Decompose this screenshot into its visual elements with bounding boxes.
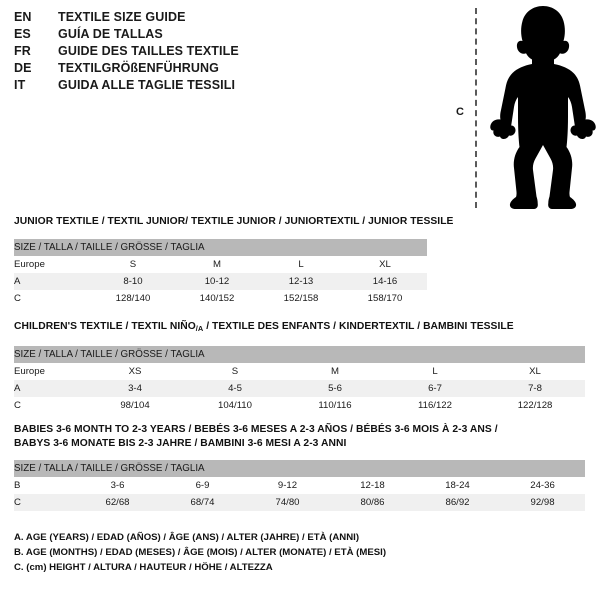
row-label: C xyxy=(14,494,75,511)
table-row: Europe S M L XL xyxy=(14,256,428,273)
language-title: TEXTILGRÖßENFÜHRUNG xyxy=(58,61,219,75)
row-value: 152/158 xyxy=(259,290,343,307)
size-band-label: SIZE / TALLA / TAILLE / GRÖSSE / TAGLIA xyxy=(14,346,586,363)
children-title-post: / TEXTILE DES ENFANTS / KINDERTEXTIL / B… xyxy=(203,321,514,332)
babies-section-title-line1: BABIES 3-6 MONTH TO 2-3 YEARS / BEBÉS 3-… xyxy=(14,424,498,435)
row-value: 122/128 xyxy=(485,397,586,414)
row-value: S xyxy=(185,363,285,380)
table-row: Europe XS S M L XL xyxy=(14,363,586,380)
row-value: L xyxy=(385,363,485,380)
junior-section-title: JUNIOR TEXTILE / TEXTIL JUNIOR/ TEXTILE … xyxy=(14,216,454,227)
section-babies: BABIES 3-6 MONTH TO 2-3 YEARS / BEBÉS 3-… xyxy=(14,423,586,511)
row-label: C xyxy=(14,397,85,414)
row-value: 24-36 xyxy=(500,477,586,494)
children-title-pre: CHILDREN'S TEXTILE / TEXTIL NIÑO xyxy=(14,321,196,332)
row-value: 92/98 xyxy=(500,494,586,511)
row-value: 116/122 xyxy=(385,397,485,414)
children-title-subscript: /A xyxy=(195,324,204,333)
row-value: 8-10 xyxy=(91,273,175,290)
language-code: EN xyxy=(14,10,32,24)
row-label: C xyxy=(14,290,91,307)
language-title: GUÍA DE TALLAS xyxy=(58,27,163,41)
junior-size-table: SIZE / TALLA / TAILLE / GRÖSSE / TAGLIA E… xyxy=(14,239,428,307)
legend-line: A. AGE (YEARS) / EDAD (AÑOS) / ÂGE (ANS)… xyxy=(14,532,360,543)
row-value: M xyxy=(175,256,259,273)
babies-section-title-line2: BABYS 3-6 MONATE BIS 2-3 JAHRE / BAMBINI… xyxy=(14,438,347,449)
table-band-row: SIZE / TALLA / TAILLE / GRÖSSE / TAGLIA xyxy=(14,239,428,256)
children-section-title: CHILDREN'S TEXTILE / TEXTIL NIÑO/A / TEX… xyxy=(14,320,585,336)
row-value: L xyxy=(259,256,343,273)
row-value: 128/140 xyxy=(91,290,175,307)
language-title: GUIDE DES TAILLES TEXTILE xyxy=(58,44,239,58)
table-row: C 128/140 140/152 152/158 158/170 xyxy=(14,290,428,307)
row-value: 3-6 xyxy=(75,477,160,494)
row-value: 98/104 xyxy=(85,397,185,414)
language-code: DE xyxy=(14,61,32,75)
language-row: DE TEXTILGRÖßENFÜHRUNG xyxy=(14,61,424,78)
table-row: C 98/104 104/110 110/116 116/122 122/128 xyxy=(14,397,586,414)
row-value: 7-8 xyxy=(485,380,586,397)
height-dashed-line xyxy=(475,8,477,208)
language-row: EN TEXTILE SIZE GUIDE xyxy=(14,10,424,27)
row-value: 80/86 xyxy=(330,494,415,511)
row-value: 6-9 xyxy=(160,477,245,494)
row-value: 5-6 xyxy=(285,380,385,397)
legend-line: C. (cm) HEIGHT / ALTURA / HAUTEUR / HÖHE… xyxy=(14,562,273,573)
babies-size-table: SIZE / TALLA / TAILLE / GRÖSSE / TAGLIA B… xyxy=(14,460,586,511)
row-label: A xyxy=(14,380,85,397)
row-value: S xyxy=(91,256,175,273)
row-value: 9-12 xyxy=(245,477,330,494)
row-value: 14-16 xyxy=(343,273,428,290)
language-title: GUIDA ALLE TAGLIE TESSILI xyxy=(58,78,236,92)
row-value: XS xyxy=(85,363,185,380)
row-value: 68/74 xyxy=(160,494,245,511)
language-row: FR GUIDE DES TAILLES TEXTILE xyxy=(14,44,424,61)
row-value: 10-12 xyxy=(175,273,259,290)
row-value: 62/68 xyxy=(75,494,160,511)
language-header: EN TEXTILE SIZE GUIDE ES GUÍA DE TALLAS FR GU… xyxy=(14,10,424,95)
legend-line: B. AGE (MONTHS) / EDAD (MESES) / ÂGE (MO… xyxy=(14,547,387,558)
size-band-label: SIZE / TALLA / TAILLE / GRÖSSE / TAGLIA xyxy=(14,460,586,477)
children-size-table: SIZE / TALLA / TAILLE / GRÖSSE / TAGLIA E… xyxy=(14,346,586,414)
row-label: Europe xyxy=(14,363,85,380)
toddler-silhouette-icon xyxy=(490,6,596,209)
table-row: A 8-10 10-12 12-13 14-16 xyxy=(14,273,428,290)
row-value: 6-7 xyxy=(385,380,485,397)
language-code: IT xyxy=(14,78,26,92)
size-band-label: SIZE / TALLA / TAILLE / GRÖSSE / TAGLIA xyxy=(14,239,428,256)
row-value: 110/116 xyxy=(285,397,385,414)
table-row: C 62/68 68/74 74/80 80/86 86/92 92/98 xyxy=(14,494,586,511)
row-value: XL xyxy=(343,256,428,273)
table-band-row: SIZE / TALLA / TAILLE / GRÖSSE / TAGLIA xyxy=(14,346,586,363)
row-value: 74/80 xyxy=(245,494,330,511)
table-row: A 3-4 4-5 5-6 6-7 7-8 xyxy=(14,380,586,397)
row-label: A xyxy=(14,273,91,290)
language-title: TEXTILE SIZE GUIDE xyxy=(58,10,186,24)
row-value: M xyxy=(285,363,385,380)
row-value: 3-4 xyxy=(85,380,185,397)
row-label: B xyxy=(14,477,75,494)
row-value: 12-13 xyxy=(259,273,343,290)
language-code: FR xyxy=(14,44,31,58)
row-value: 104/110 xyxy=(185,397,285,414)
row-value: 18-24 xyxy=(415,477,500,494)
row-value: 158/170 xyxy=(343,290,428,307)
table-band-row: SIZE / TALLA / TAILLE / GRÖSSE / TAGLIA xyxy=(14,460,586,477)
row-value: 4-5 xyxy=(185,380,285,397)
table-row: B 3-6 6-9 9-12 12-18 18-24 24-36 xyxy=(14,477,586,494)
row-value: 140/152 xyxy=(175,290,259,307)
legend-block: A. AGE (YEARS) / EDAD (AÑOS) / ÂGE (ANS)… xyxy=(14,530,574,575)
row-value: XL xyxy=(485,363,586,380)
height-measure-label: C xyxy=(456,106,464,118)
language-row: ES GUÍA DE TALLAS xyxy=(14,27,424,44)
height-figure: C xyxy=(440,0,600,215)
section-children: CHILDREN'S TEXTILE / TEXTIL NIÑO/A / TEX… xyxy=(14,320,586,414)
row-value: 12-18 xyxy=(330,477,415,494)
row-value: 86/92 xyxy=(415,494,500,511)
language-code: ES xyxy=(14,27,31,41)
language-row: IT GUIDA ALLE TAGLIE TESSILI xyxy=(14,78,424,95)
row-label: Europe xyxy=(14,256,91,273)
section-junior: JUNIOR TEXTILE / TEXTIL JUNIOR/ TEXTILE … xyxy=(14,215,453,307)
